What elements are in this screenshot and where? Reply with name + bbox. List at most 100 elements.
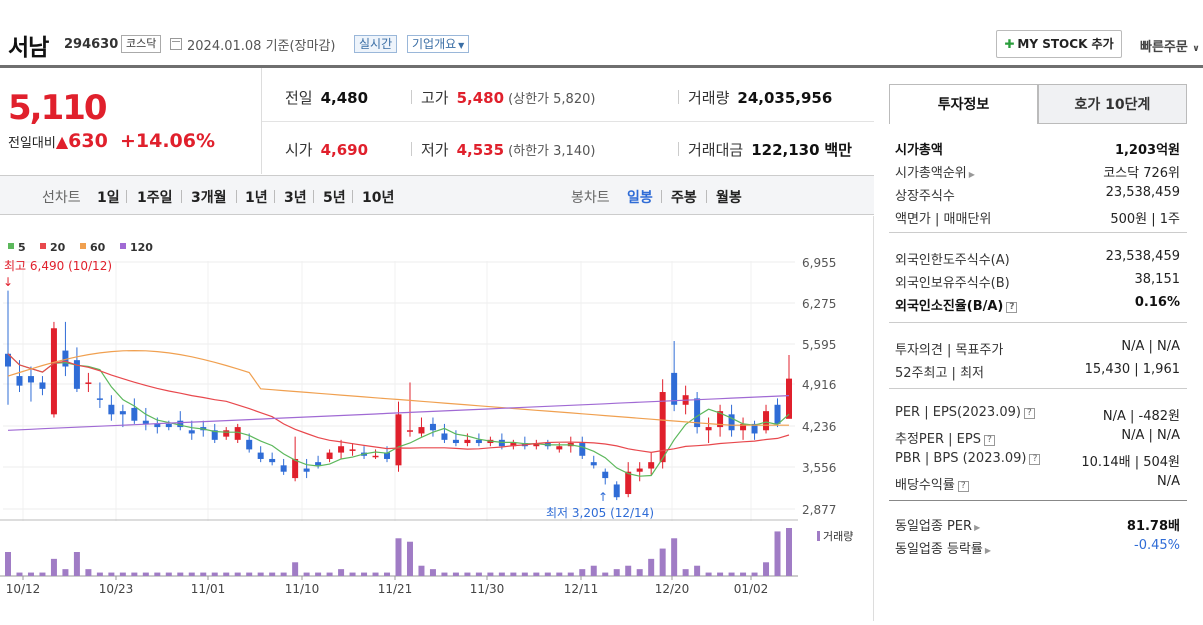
help-icon[interactable]: ? <box>1023 408 1035 419</box>
volume-bar <box>648 558 655 576</box>
tab-investment-info[interactable]: 투자정보 <box>889 84 1038 124</box>
calendar-icon <box>170 38 182 50</box>
line-chart-title: 선차트 <box>42 190 81 206</box>
volume-bar <box>154 572 161 576</box>
volume-bar <box>269 572 276 576</box>
info-value: 38,151 <box>1134 272 1181 287</box>
candle-body <box>418 427 425 434</box>
help-icon[interactable]: ? <box>1029 454 1041 465</box>
section-divider <box>889 388 1187 389</box>
candle-body <box>177 420 184 428</box>
price-summary: 5,110 전일대비▲630 +14.06% <box>0 68 262 174</box>
period-3y[interactable]: 3년 <box>284 190 307 206</box>
info-label: 상장주식수 <box>895 189 955 204</box>
candle-body <box>441 433 448 440</box>
candle-body <box>533 443 540 447</box>
candle-body <box>590 462 597 466</box>
info-row[interactable]: 시가총액순위 ▶ 코스닥 726위 <box>895 162 1180 184</box>
candle-body <box>269 458 276 463</box>
volume-bar <box>671 538 678 576</box>
candle-body <box>154 423 161 428</box>
candle-body <box>349 449 356 451</box>
divider <box>678 90 679 104</box>
info-label: PBR | BPS (2023.09)? <box>895 451 1041 466</box>
info-label: 액면가 | 매매단위 <box>895 212 992 227</box>
candle-body <box>96 398 103 400</box>
period-5y[interactable]: 5년 <box>323 190 346 206</box>
period-3m[interactable]: 3개월 <box>191 190 227 206</box>
candle-body <box>188 430 195 434</box>
info-row[interactable]: 동일업종 PER ▶ 81.78배 <box>895 515 1180 537</box>
info-row[interactable]: 동일업종 등락률 ▶ -0.45% <box>895 538 1180 560</box>
stock-name: 서남 <box>8 35 49 61</box>
volume-bar <box>165 572 172 576</box>
quick-order-button[interactable]: 빠른주문 ∨ <box>1140 36 1200 55</box>
legend-swatch <box>40 243 46 249</box>
candle-body <box>498 439 505 447</box>
info-label: 52주최고 | 최저 <box>895 366 984 381</box>
period-1d[interactable]: 1일 <box>97 190 120 206</box>
info-value: N/A <box>1157 474 1180 489</box>
volume-bar <box>315 572 322 576</box>
legend-label: 60 <box>90 241 106 254</box>
candle-body <box>395 414 402 466</box>
candle-weekly[interactable]: 주봉 <box>671 190 697 206</box>
divider <box>236 190 237 203</box>
mystock-add-button[interactable]: ✚ MY STOCK 추가 <box>996 30 1122 58</box>
price-chart[interactable]: 6,955 6,275 5,595 4,916 4,236 3,556 2,877 10/12… <box>0 216 874 621</box>
stat-label: 전일 <box>285 89 313 107</box>
volume-bar <box>590 565 597 576</box>
realtime-button[interactable]: 실시간 <box>354 35 398 53</box>
info-row: 추정PER | EPS? N/A | N/A <box>895 428 1180 450</box>
volume-bar <box>475 572 482 576</box>
legend-label: 20 <box>50 241 66 254</box>
x-tick-label: 11/01 <box>191 582 226 596</box>
stat-label: 거래대금 <box>688 141 744 159</box>
chevron-down-icon: ▼ <box>458 41 465 50</box>
low-annotation: 최저 3,205 (12/14) <box>546 506 654 520</box>
volume-bar <box>602 572 609 576</box>
candle-body <box>16 376 23 386</box>
candlestick-chart[interactable]: 6,955 6,275 5,595 4,916 4,236 3,556 2,877 10/12… <box>0 216 874 621</box>
period-1y[interactable]: 1년 <box>245 190 268 206</box>
candle-body <box>728 414 735 431</box>
volume-bar <box>510 572 517 576</box>
period-1w[interactable]: 1주일 <box>137 190 173 206</box>
stat-amount: 거래대금 122,130 백만 <box>688 139 852 160</box>
stat-value: 5,480 <box>456 89 505 107</box>
chevron-right-icon: ▶ <box>968 170 975 179</box>
volume-bar <box>395 538 402 576</box>
candle-monthly[interactable]: 월봉 <box>716 190 742 206</box>
help-icon[interactable]: ? <box>983 435 995 446</box>
candle-body <box>556 446 563 450</box>
divider <box>411 90 412 104</box>
x-tick-label: 12/20 <box>655 582 690 596</box>
volume-bar <box>200 572 207 576</box>
chevron-down-icon: ∨ <box>1192 44 1200 54</box>
candle-body <box>648 462 655 469</box>
section-divider <box>889 500 1187 501</box>
moving-average-line <box>7 353 790 454</box>
volume-bar <box>786 528 792 576</box>
volume-bar <box>292 562 299 576</box>
volume-bar <box>763 562 770 576</box>
change-label: 전일대비 <box>8 136 56 151</box>
company-overview-label: 기업개요 <box>412 37 457 51</box>
legend-label: 5 <box>18 241 26 254</box>
candle-body <box>50 328 57 415</box>
candle-daily[interactable]: 일봉 <box>627 190 653 206</box>
info-value: N/A | N/A <box>1121 339 1180 354</box>
candle-body <box>223 430 230 437</box>
volume-bar <box>544 572 551 576</box>
tab-orderbook[interactable]: 호가 10단계 <box>1038 84 1187 124</box>
volume-bar <box>372 572 379 576</box>
help-icon[interactable]: ? <box>1006 302 1018 313</box>
candle-body <box>786 378 792 419</box>
volume-bar <box>326 572 333 576</box>
info-row: 배당수익률? N/A <box>895 474 1180 496</box>
volume-bar <box>50 558 57 576</box>
period-10y[interactable]: 10년 <box>362 190 395 206</box>
volume-bar <box>246 572 253 576</box>
help-icon[interactable]: ? <box>957 481 969 492</box>
company-overview-button[interactable]: 기업개요 ▼ <box>407 35 470 53</box>
